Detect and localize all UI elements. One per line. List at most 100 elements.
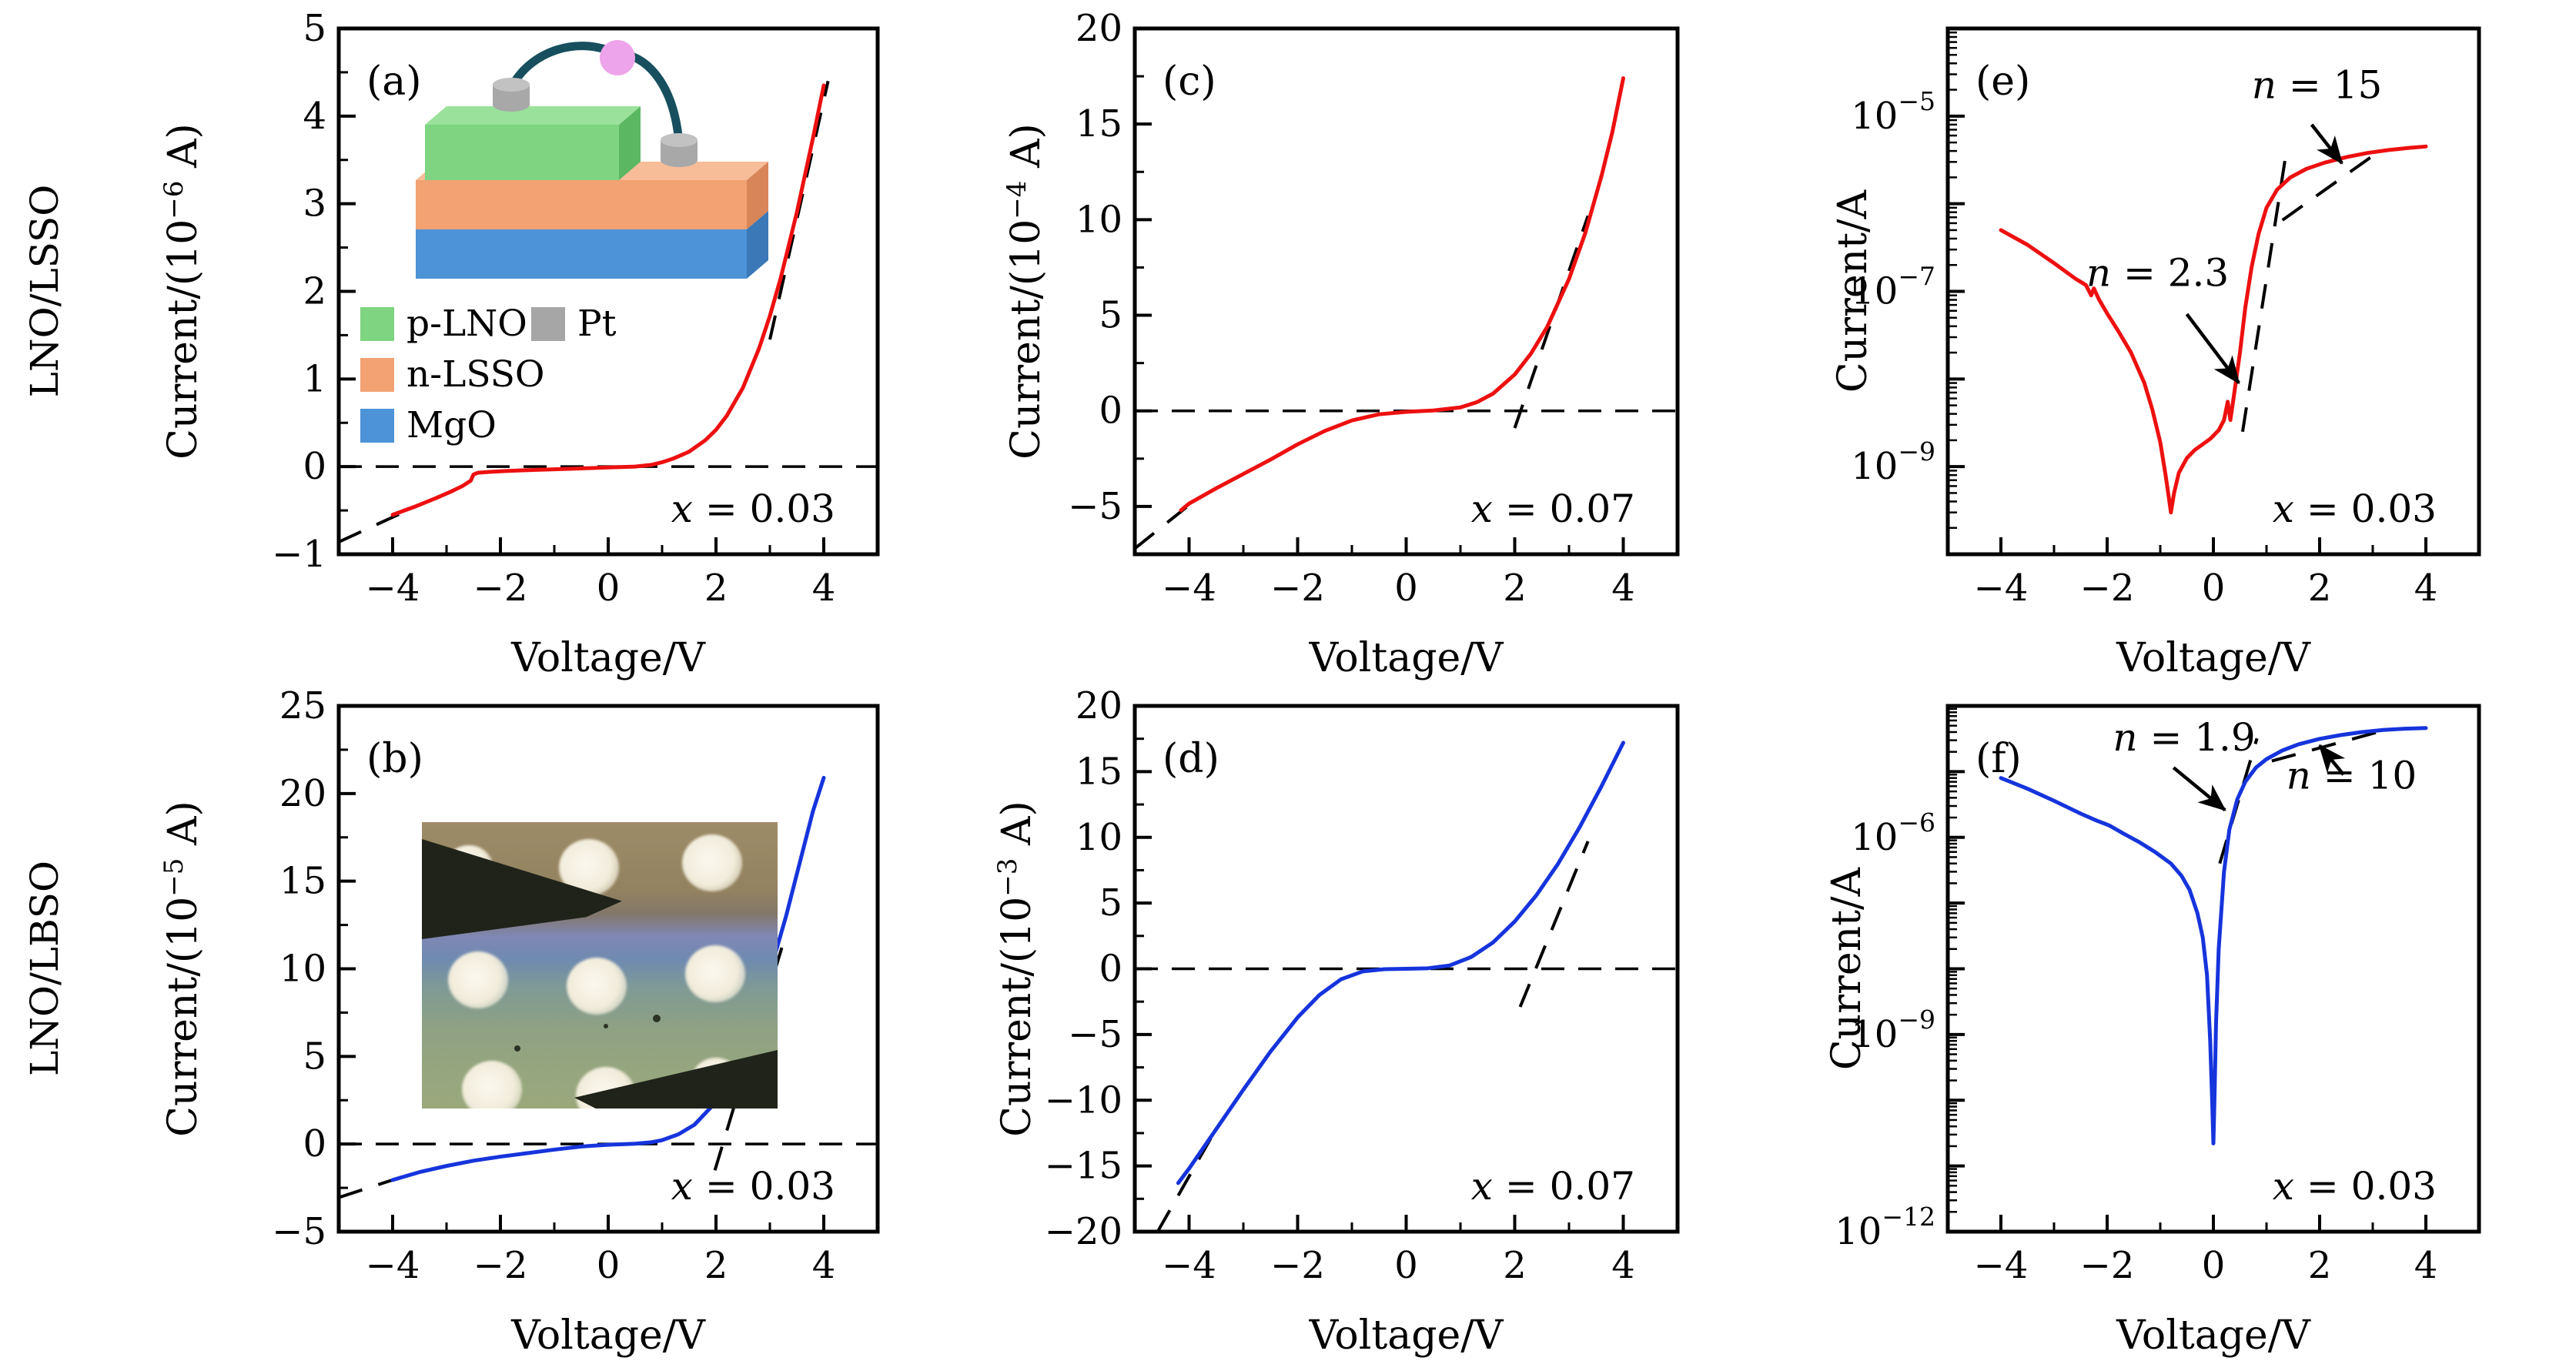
annotation-arrow xyxy=(2318,744,2346,776)
fit-dashed-line xyxy=(338,504,418,543)
fit-dashed-line xyxy=(2240,159,2287,433)
mgo-swatch xyxy=(360,409,394,443)
fit-dashed-line xyxy=(1513,215,1590,429)
y-tick-label: 10−7 xyxy=(1851,262,1935,313)
ideality-annotation: n = 15 xyxy=(2252,63,2383,108)
x-tick-label: 4 xyxy=(2414,1244,2438,1287)
electrode-pad xyxy=(567,958,627,1015)
material-legend: p-LNO n-LSSO MgO Pt xyxy=(360,305,722,470)
legend-item-p-lno: p-LNO xyxy=(360,305,527,343)
y-axis-label: Current/(10−6 A) xyxy=(159,123,206,460)
p-lno-box-front xyxy=(425,125,619,180)
x-tick-label: 0 xyxy=(1394,1244,1418,1287)
panel-letter: (c) xyxy=(1163,59,1216,105)
pt-contact-right-bottom xyxy=(661,153,698,167)
panel-frame xyxy=(1132,26,1680,557)
x-tick-label: −4 xyxy=(1162,567,1216,610)
iv-curve-e xyxy=(1999,144,2428,515)
legend-item-mgo: MgO xyxy=(360,406,497,445)
x-tick-label: 2 xyxy=(1503,567,1527,610)
y-tick-label: −10 xyxy=(1045,1078,1122,1122)
panel-c: −4 −2 0 2 4 −5 0 5 10 15 20 (c) Voltage/V Current/(10… xyxy=(1002,7,1680,681)
y-tick-label: −1 xyxy=(272,533,326,576)
y-tick-label: 20 xyxy=(279,772,326,815)
panel-letter: (f) xyxy=(1975,736,2022,782)
y-tick-label: −15 xyxy=(1045,1145,1122,1188)
y-tick-label: 5 xyxy=(1099,294,1122,337)
x-tick-label: −4 xyxy=(1974,1244,2029,1287)
composition-annotation: x = 0.03 xyxy=(2273,487,2437,531)
x-tick-label: 0 xyxy=(1394,567,1418,610)
x-tick-label: −4 xyxy=(1974,567,2029,610)
x-axis-label: Voltage/V xyxy=(510,635,706,681)
annotation-arrow xyxy=(2310,123,2343,165)
panel-letter: (d) xyxy=(1163,736,1219,782)
speck xyxy=(514,1045,520,1052)
y-axis-label: Current/(10−5 A) xyxy=(159,801,206,1137)
y-tick-label: 2 xyxy=(303,270,326,313)
y-tick-label: −5 xyxy=(1068,1013,1122,1056)
p-lno-box-top xyxy=(425,106,641,125)
x-tick-label: −2 xyxy=(2080,567,2135,610)
y-tick-label: 3 xyxy=(303,182,326,226)
speck xyxy=(604,1024,608,1028)
fit-dashed-line xyxy=(1518,841,1590,1008)
x-tick-label: 2 xyxy=(2308,567,2332,610)
y-tick-label: 10−9 xyxy=(1851,436,1935,488)
pt-contact-left-top xyxy=(493,78,530,92)
mgo-slab-front xyxy=(416,229,747,279)
legend-label: Pt xyxy=(577,303,617,345)
legend-label: n-LSSO xyxy=(406,353,545,396)
y-tick-label: 15 xyxy=(1076,102,1122,145)
x-tick-label: 4 xyxy=(1611,1244,1635,1287)
fit-dashed-line xyxy=(1156,1137,1213,1232)
x-tick-label: 0 xyxy=(2202,1244,2226,1287)
mgo-slab-side xyxy=(747,211,768,279)
n-lsso-swatch xyxy=(360,358,394,392)
probe-wire-left xyxy=(507,42,615,90)
panel-b: −4 −2 0 2 4 −5 0 5 10 15 20 25 (b) Voltage/V Current/(… xyxy=(159,684,880,1359)
x-tick-label: 0 xyxy=(597,567,621,610)
fit-dashed-line xyxy=(2281,146,2384,222)
x-tick-label: 4 xyxy=(812,1244,836,1287)
row-label-lno-lbso: LNO/LBSO xyxy=(22,861,67,1076)
x-tick-label: 0 xyxy=(2202,567,2226,610)
y-tick-label: 15 xyxy=(279,860,326,903)
x-axis-label: Voltage/V xyxy=(510,1312,706,1359)
panel-f: −4 −2 0 2 4 10−12 10−9 10−6 (f) Voltage/V Current/… xyxy=(1824,704,2481,1359)
y-tick-label: 4 xyxy=(303,95,326,138)
x-tick-label: 4 xyxy=(2414,567,2438,610)
y-tick-label: 5 xyxy=(303,1035,326,1078)
electrode-pad xyxy=(685,945,745,1002)
y-tick-label: 0 xyxy=(303,1122,326,1165)
panel-letter: (b) xyxy=(366,736,423,782)
electrode-pad xyxy=(682,834,742,891)
x-axis-label: Voltage/V xyxy=(2116,1312,2311,1359)
ideality-annotation: n = 1.9 xyxy=(2113,715,2255,760)
y-tick-label: 10−12 xyxy=(1835,1202,1935,1253)
legend-label: p-LNO xyxy=(406,303,527,345)
y-tick-label: 0 xyxy=(1099,948,1122,991)
composition-annotation: x = 0.07 xyxy=(1471,487,1635,531)
y-axis-label: Current/(10−3 A) xyxy=(992,801,1040,1137)
x-tick-label: −4 xyxy=(366,567,420,610)
device-schematic-inset xyxy=(416,40,768,279)
legend-item-n-lsso: n-LSSO xyxy=(360,356,544,394)
iv-curve-c xyxy=(1179,76,1625,513)
x-tick-label: −2 xyxy=(473,1244,528,1287)
iv-curve-f xyxy=(1999,726,2428,1145)
y-tick-label: 0 xyxy=(1099,390,1122,433)
y-tick-label: −5 xyxy=(272,1210,326,1253)
pt-swatch xyxy=(531,307,565,341)
row-label-lno-lsso: LNO/LSSO xyxy=(22,184,67,398)
iv-curve-d xyxy=(1176,741,1625,1185)
ideality-annotation: n = 2.3 xyxy=(2086,251,2229,296)
composition-annotation: x = 0.03 xyxy=(2273,1164,2437,1209)
y-tick-label: 0 xyxy=(303,445,326,488)
y-tick-label: 15 xyxy=(1076,750,1122,793)
ideality-annotation: n = 10 xyxy=(2287,754,2417,798)
x-axis-label: Voltage/V xyxy=(1309,635,1504,681)
n-lsso-slab-side xyxy=(747,162,768,229)
y-tick-label: −5 xyxy=(1068,485,1122,528)
